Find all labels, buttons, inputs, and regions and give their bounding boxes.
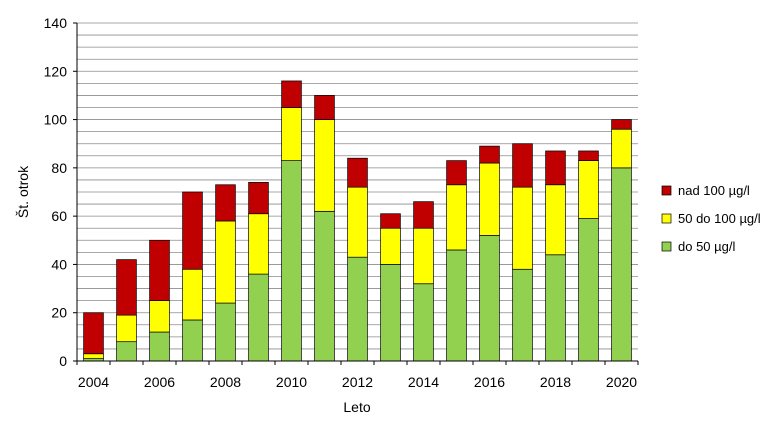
bar-segment xyxy=(314,95,335,120)
y-tick-label: 80 xyxy=(51,160,67,176)
bar-segment xyxy=(281,80,302,108)
bar-segment xyxy=(149,300,170,333)
legend: nad 100 µg/l 50 do 100 µg/l do 50 µg/l xyxy=(661,183,761,254)
y-tick-label: 120 xyxy=(44,63,68,79)
y-tick-label: 20 xyxy=(51,305,67,321)
bar-segment xyxy=(413,283,434,362)
bar-segment xyxy=(479,145,500,164)
bar-segment xyxy=(380,264,401,362)
x-tick-label: 2020 xyxy=(606,374,637,390)
bar-segment xyxy=(413,227,434,285)
bar-segment xyxy=(545,150,566,186)
bar-segment xyxy=(149,239,170,301)
y-tick-label: 100 xyxy=(44,112,68,128)
bar-segment xyxy=(611,128,632,169)
bar-segment xyxy=(380,227,401,265)
bar-segment xyxy=(248,273,269,362)
x-tick-label: 2018 xyxy=(540,374,571,390)
bar-segment xyxy=(116,314,137,343)
x-tick-label: 2016 xyxy=(474,374,505,390)
bar-segment xyxy=(446,184,467,251)
bar-segment xyxy=(248,213,269,275)
bar-segment xyxy=(578,160,599,219)
bar-segment xyxy=(347,256,368,362)
y-tick-label: 40 xyxy=(51,256,67,272)
legend-swatch xyxy=(661,185,672,196)
x-tick-label: 2008 xyxy=(210,374,241,390)
bar-segment xyxy=(545,254,566,362)
y-tick-label: 0 xyxy=(59,353,67,369)
bar-segment xyxy=(83,353,104,359)
y-axis-title: Št. otrok xyxy=(15,165,31,218)
bar-segment xyxy=(83,312,104,355)
legend-swatch xyxy=(661,241,672,252)
bar-segment xyxy=(215,302,236,362)
bar-segment xyxy=(116,341,137,362)
bar-segment xyxy=(380,213,401,229)
bar-segment xyxy=(182,268,203,321)
bar-segment xyxy=(446,249,467,362)
bar-segment xyxy=(512,268,533,362)
x-tick-label: 2014 xyxy=(408,374,439,390)
bar-segment xyxy=(578,150,599,161)
bar-segment xyxy=(182,191,203,270)
bar-segment xyxy=(611,119,632,130)
y-axis-ticks: 0 20 40 60 80 100 120 140 xyxy=(44,15,68,369)
y-tick-label: 60 xyxy=(51,208,67,224)
bar-segment xyxy=(215,220,236,304)
bar-segment xyxy=(545,184,566,256)
bars xyxy=(83,80,632,362)
bar-segment xyxy=(149,331,170,362)
x-axis-ticks: 2004 2006 2008 2010 2012 2014 2016 2018 2020 xyxy=(78,374,637,390)
bar-segment xyxy=(314,119,335,212)
x-tick-label: 2006 xyxy=(144,374,175,390)
bar-segment xyxy=(611,167,632,362)
bar-segment xyxy=(248,181,269,215)
bar-segment xyxy=(512,186,533,270)
x-tick-label: 2004 xyxy=(78,374,109,390)
axes xyxy=(73,22,639,365)
bar-segment xyxy=(479,235,500,362)
bar-segment xyxy=(347,186,368,258)
bar-segment xyxy=(479,162,500,236)
legend-swatch xyxy=(661,213,672,224)
bar-segment xyxy=(413,201,434,229)
bar-segment xyxy=(512,143,533,188)
bar-segment xyxy=(347,157,368,188)
y-tick-label: 140 xyxy=(44,15,68,31)
legend-label: 50 do 100 µg/l xyxy=(678,211,761,226)
bar-segment xyxy=(215,184,236,222)
bar-segment xyxy=(281,107,302,161)
bar-segment xyxy=(281,160,302,362)
x-tick-label: 2012 xyxy=(342,374,373,390)
bar-segment xyxy=(116,259,137,316)
bar-segment xyxy=(578,218,599,362)
bar-segment xyxy=(446,160,467,186)
legend-label: nad 100 µg/l xyxy=(678,183,750,198)
x-axis-title: Leto xyxy=(343,399,370,415)
legend-label: do 50 µg/l xyxy=(678,239,735,254)
bar-segment xyxy=(182,319,203,362)
x-tick-label: 2010 xyxy=(276,374,307,390)
bar-segment xyxy=(314,210,335,362)
